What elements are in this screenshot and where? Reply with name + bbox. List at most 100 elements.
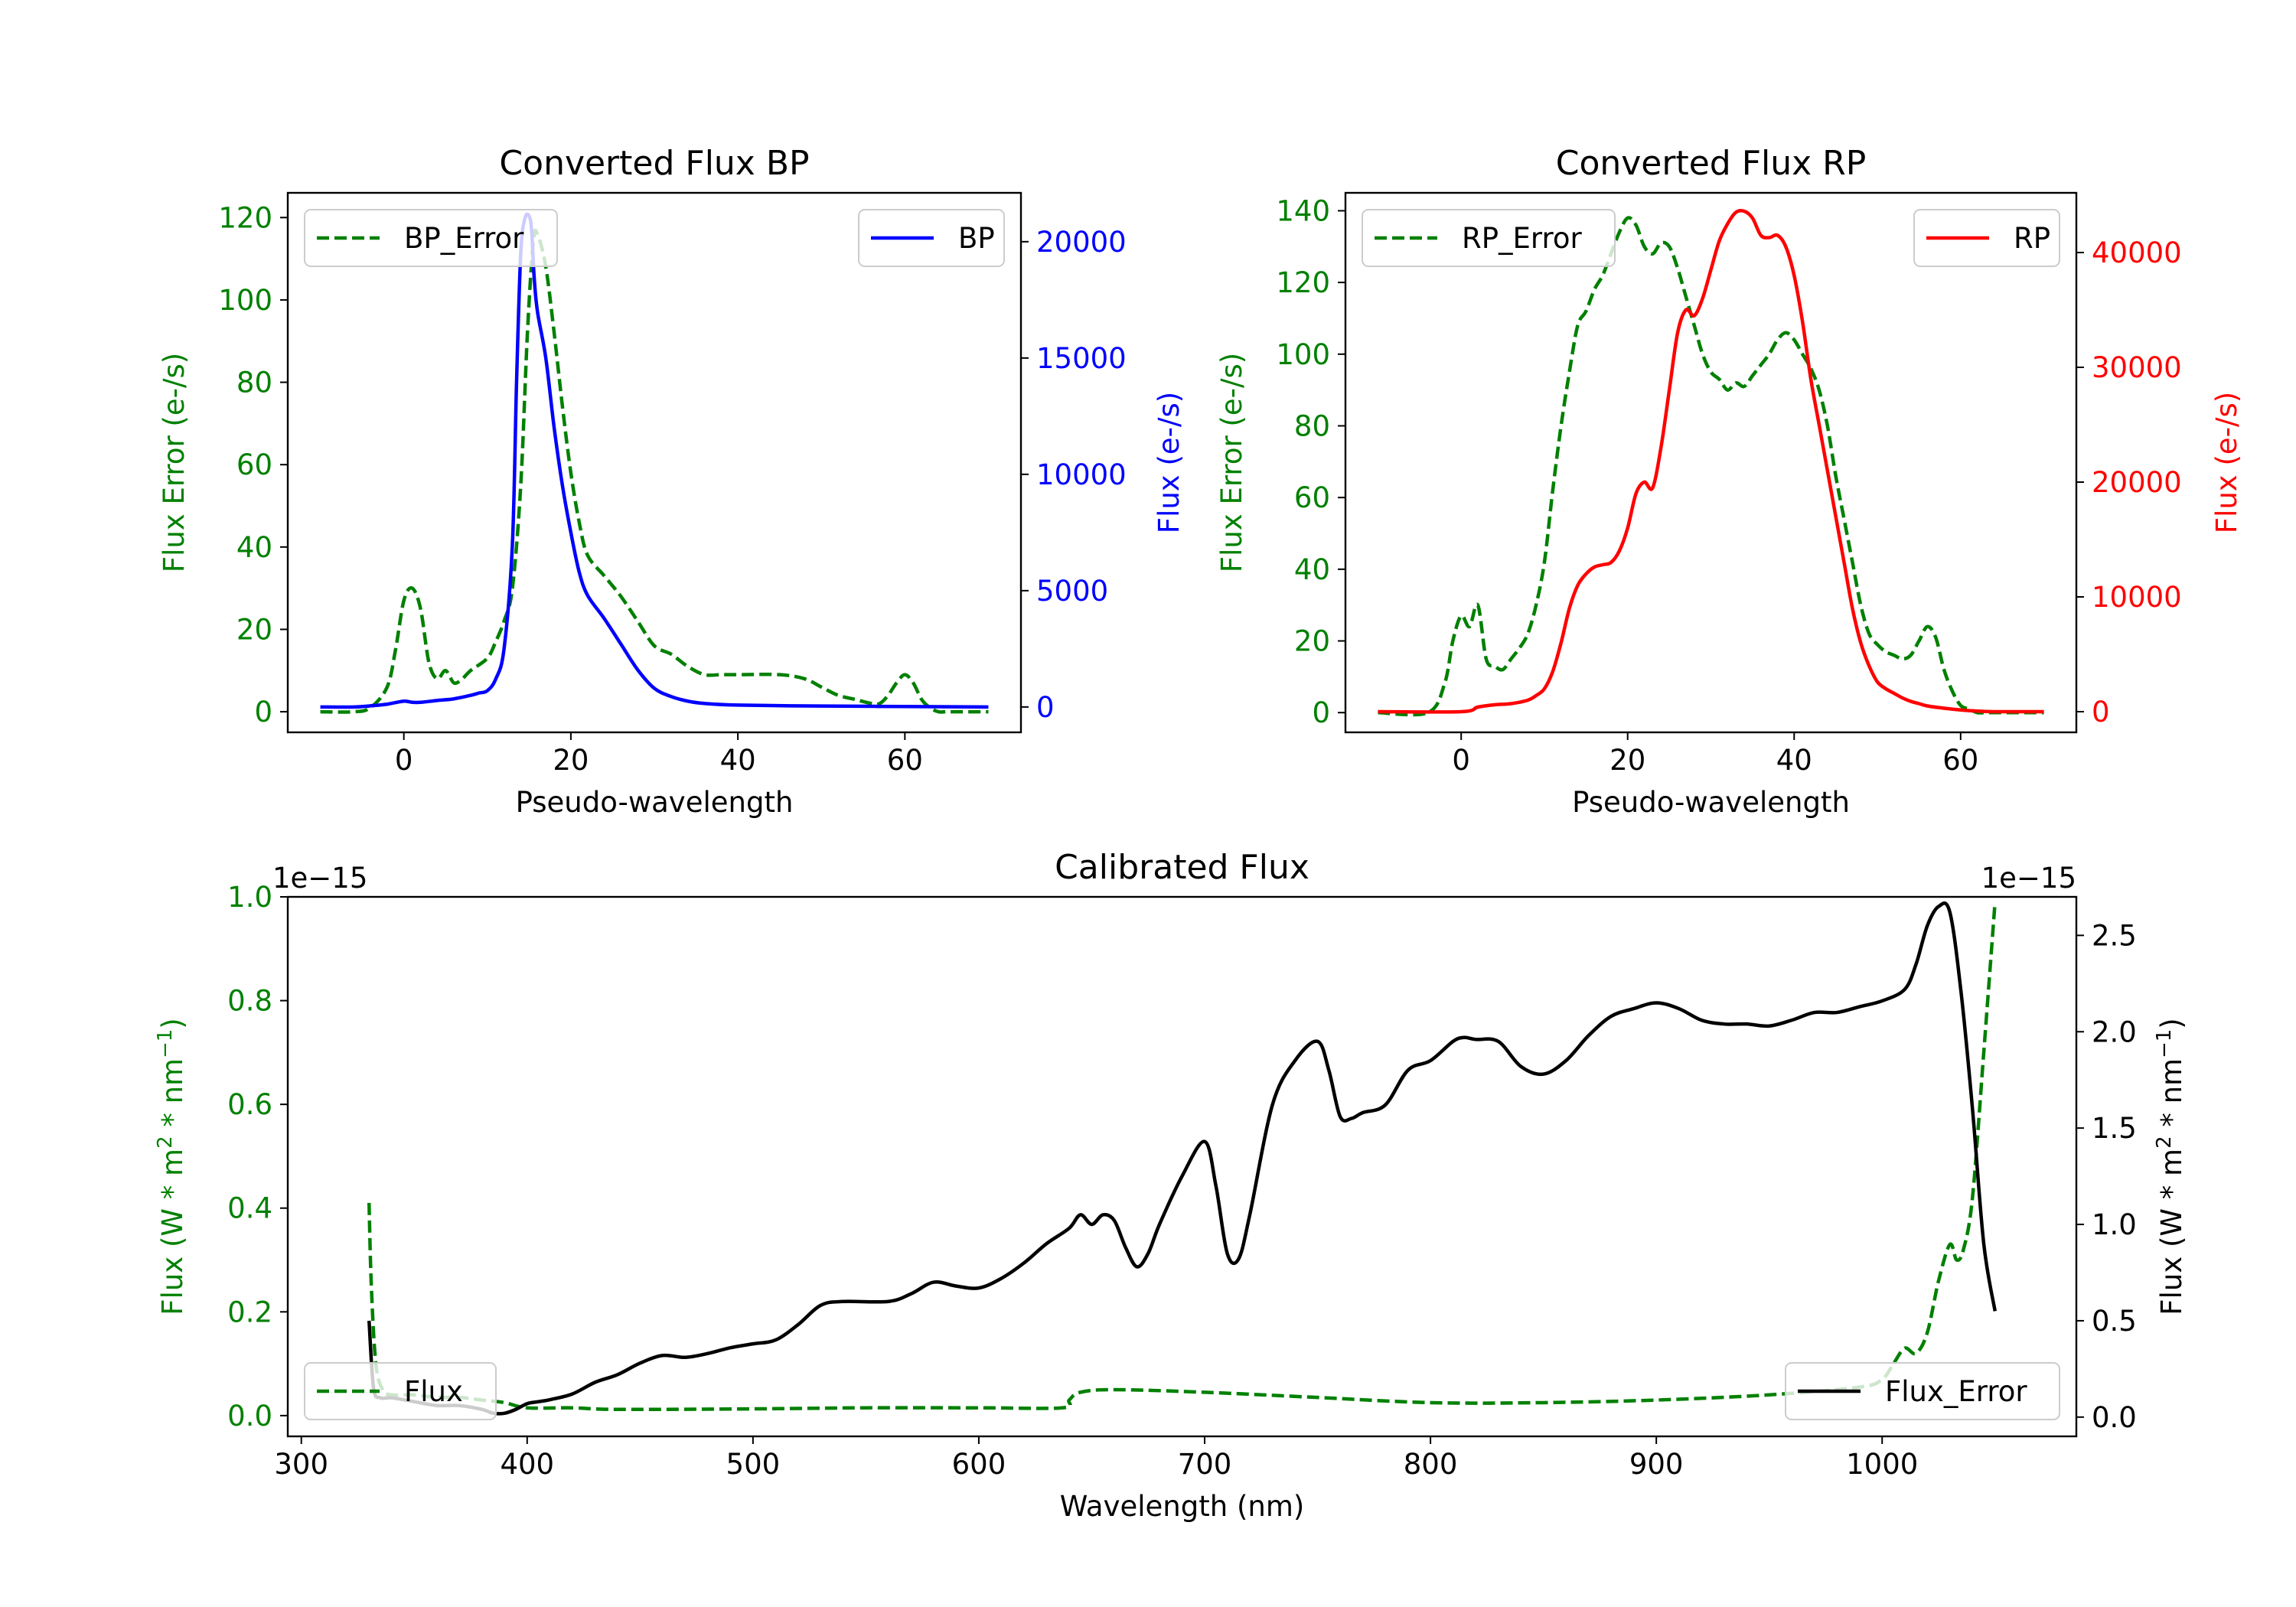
y-left-tick-label: 0.6 xyxy=(227,1088,272,1121)
legend-label: BP_Error xyxy=(404,222,524,255)
y-right-tick-label: 0 xyxy=(1036,691,1055,724)
y-left-axis-label: Flux Error (e-/s) xyxy=(158,353,191,572)
panel-bp: 0 20 40 60 0 20 40 60 80 100 120 0 5000 10000 15000 200… xyxy=(158,144,1186,819)
x-axis-label: Pseudo-wavelength xyxy=(1572,786,1850,819)
y-left-tick-label: 140 xyxy=(1276,194,1330,227)
legend-box xyxy=(1785,1362,2060,1420)
legend-label: Flux_Error xyxy=(1885,1375,2027,1408)
x-tick-label: 0 xyxy=(395,744,413,777)
y-right-tick-label: 2.5 xyxy=(2092,919,2137,952)
legend-right: Flux_Error xyxy=(1785,1362,2060,1420)
y-left-tick-label: 60 xyxy=(1294,481,1330,514)
y-left-tick-label: 20 xyxy=(236,613,272,646)
superscript: 2 xyxy=(2153,1136,2176,1148)
legend-label: RP xyxy=(2014,222,2050,255)
offset-right: 1e−15 xyxy=(1981,862,2076,895)
label-part: * nm xyxy=(156,1058,189,1136)
x-axis-label: Pseudo-wavelength xyxy=(516,786,794,819)
y-left-tick-label: 0.8 xyxy=(227,985,272,1018)
legend-left: BP_Error xyxy=(304,209,558,267)
chart-title: Converted Flux RP xyxy=(1556,144,1867,183)
superscript: 2 xyxy=(154,1136,177,1148)
x-tick-label: 60 xyxy=(887,744,923,777)
y-left-tick-label: 0.2 xyxy=(227,1296,272,1328)
y-right-tick-label: 30000 xyxy=(2092,351,2182,384)
y-left-tick-label: 1.0 xyxy=(227,881,272,914)
x-tick-label: 400 xyxy=(500,1448,554,1481)
y-left-tick-label: 40 xyxy=(236,531,272,564)
legend-right: BP xyxy=(858,209,1005,267)
y-right-axis-label: Flux (e-/s) xyxy=(2210,392,2243,533)
y-left-tick-label: 0 xyxy=(254,696,272,729)
y-left-axis-label: Flux (W * m2 * nm−1) xyxy=(154,1018,189,1315)
series-line-rp xyxy=(1378,208,2044,714)
x-tick-label: 300 xyxy=(274,1448,328,1481)
legend-box xyxy=(1362,209,1616,267)
series-line-bp-error xyxy=(320,228,989,714)
y-right-tick-label: 20000 xyxy=(1036,226,1127,259)
x-tick-label: 40 xyxy=(720,744,756,777)
plot-frame xyxy=(286,895,2078,1438)
panel-calibrated: 300 400 500 600 700 800 900 1000 0.0 0.2 0.4 0.6 0.8… xyxy=(154,848,2188,1523)
y-left-axis-label: Flux Error (e-/s) xyxy=(1215,353,1248,572)
y-right-tick-label: 2.0 xyxy=(2092,1015,2137,1048)
chart-title: Calibrated Flux xyxy=(1055,848,1309,887)
y-right-tick-label: 0 xyxy=(2092,696,2110,729)
superscript: −1 xyxy=(154,1029,177,1058)
x-tick-label: 800 xyxy=(1404,1448,1458,1481)
y-right-tick-label: 15000 xyxy=(1036,342,1127,375)
y-left-tick-label: 20 xyxy=(1294,625,1330,658)
series-line-flux xyxy=(367,901,1997,1416)
y-right-tick-label: 0.0 xyxy=(2092,1401,2137,1434)
plot-frame xyxy=(1344,191,2078,734)
y-left-tick-label: 80 xyxy=(1294,409,1330,442)
label-part: Flux (W * m xyxy=(156,1149,189,1315)
plot-frame xyxy=(286,191,1022,734)
x-tick-label: 20 xyxy=(1609,744,1645,777)
legend-right: RP xyxy=(1913,209,2060,267)
y-right-tick-label: 40000 xyxy=(2092,236,2182,269)
x-axis-label: Wavelength (nm) xyxy=(1060,1490,1305,1523)
series-group xyxy=(1378,208,2044,717)
y-right-axis-label: Flux (W * m2 * nm−1) xyxy=(2153,1018,2188,1315)
y-left-tick-label: 40 xyxy=(1294,553,1330,586)
legend-left: RP_Error xyxy=(1362,209,1616,267)
y-left-tick-label: 120 xyxy=(1276,266,1330,299)
y-right-tick-label: 5000 xyxy=(1036,575,1108,608)
y-left-tick-label: 120 xyxy=(218,201,272,234)
y-left-tick-label: 0 xyxy=(1312,696,1330,729)
superscript: −1 xyxy=(2153,1029,2176,1058)
label-part: ) xyxy=(2155,1018,2188,1028)
y-left-tick-label: 80 xyxy=(236,367,272,399)
x-tick-label: 60 xyxy=(1942,744,1978,777)
panel-rp: 0 20 40 60 0 20 40 60 80 100 120 140 0 10000 20000 3000… xyxy=(1215,144,2243,819)
legend-box xyxy=(304,1362,497,1420)
label-part: * nm xyxy=(2155,1058,2188,1136)
y-left-tick-label: 100 xyxy=(1276,338,1330,371)
y-left-tick-label: 60 xyxy=(236,448,272,481)
offset-left: 1e−15 xyxy=(272,862,367,895)
chart-title: Converted Flux BP xyxy=(499,144,809,183)
y-right-tick-label: 1.5 xyxy=(2092,1112,2137,1145)
x-tick-label: 500 xyxy=(726,1448,781,1481)
label-part: ) xyxy=(156,1018,189,1028)
x-tick-label: 700 xyxy=(1178,1448,1232,1481)
y-left-tick-label: 0.4 xyxy=(227,1192,272,1225)
y-left-tick-label: 100 xyxy=(218,284,272,317)
legend-label: RP_Error xyxy=(1462,222,1582,255)
legend-label: Flux xyxy=(404,1375,463,1408)
series-line-rp-error xyxy=(1378,216,2044,717)
y-left-tick-label: 0.0 xyxy=(227,1400,272,1433)
legend-label: BP xyxy=(958,222,995,255)
y-right-tick-label: 10000 xyxy=(1036,458,1127,491)
y-right-tick-label: 0.5 xyxy=(2092,1305,2137,1338)
x-tick-label: 0 xyxy=(1452,744,1470,777)
y-right-axis-label: Flux (e-/s) xyxy=(1153,392,1186,533)
x-tick-label: 600 xyxy=(952,1448,1006,1481)
x-tick-label: 20 xyxy=(553,744,589,777)
y-right-tick-label: 10000 xyxy=(2092,581,2182,614)
x-tick-label: 900 xyxy=(1629,1448,1684,1481)
y-right-tick-label: 1.0 xyxy=(2092,1208,2137,1241)
legend-left: Flux xyxy=(304,1362,497,1420)
